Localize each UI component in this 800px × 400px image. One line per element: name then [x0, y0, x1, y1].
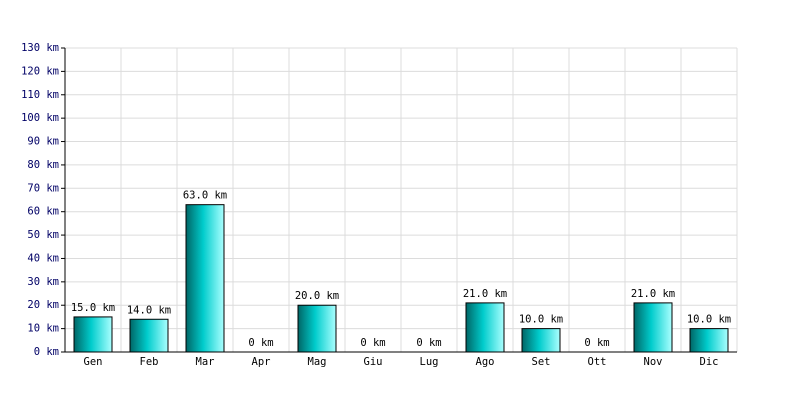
x-tick-label: Giu [364, 356, 383, 368]
bar [129, 318, 169, 353]
value-label: 21.0 km [463, 288, 507, 300]
y-tick-label: 100 km [21, 112, 59, 124]
x-tick-label: Feb [140, 356, 159, 368]
x-tick-label: Nov [644, 356, 663, 368]
y-tick-label: 130 km [21, 42, 59, 54]
value-label: 10.0 km [519, 314, 563, 326]
y-tick-label: 120 km [21, 65, 59, 77]
bar [521, 328, 561, 353]
value-label: 0 km [360, 337, 385, 349]
x-tick-label: Dic [700, 356, 719, 368]
y-tick-label: 80 km [27, 159, 59, 171]
x-tick-label: Ago [476, 356, 495, 368]
y-tick-label: 50 km [27, 229, 59, 241]
y-tick-label: 70 km [27, 182, 59, 194]
x-tick-label: Apr [252, 356, 271, 368]
x-tick-label: Set [532, 356, 551, 368]
value-label: 0 km [416, 337, 441, 349]
value-label: 0 km [248, 337, 273, 349]
y-tick-label: 60 km [27, 206, 59, 218]
x-tick-label: Lug [420, 356, 439, 368]
x-tick-label: Mar [196, 356, 215, 368]
x-tick-label: Mag [308, 356, 327, 368]
y-tick-label: 90 km [27, 136, 59, 148]
y-tick-label: 40 km [27, 252, 59, 264]
bar [297, 304, 337, 353]
bar [73, 316, 113, 353]
bar [633, 302, 673, 353]
y-tick-label: 0 km [34, 346, 59, 358]
bar [465, 302, 505, 353]
y-tick-label: 20 km [27, 299, 59, 311]
y-tick-label: 110 km [21, 89, 59, 101]
x-tick-label: Gen [84, 356, 103, 368]
y-tick-label: 10 km [27, 323, 59, 335]
bar [185, 204, 225, 353]
x-tick-label: Ott [588, 356, 607, 368]
value-label: 14.0 km [127, 304, 171, 316]
value-label: 63.0 km [183, 190, 227, 202]
value-label: 15.0 km [71, 302, 115, 314]
value-label: 20.0 km [295, 290, 339, 302]
bar [689, 328, 729, 353]
value-label: 10.0 km [687, 314, 731, 326]
value-label: 21.0 km [631, 288, 675, 300]
value-label: 0 km [584, 337, 609, 349]
y-tick-label: 30 km [27, 276, 59, 288]
